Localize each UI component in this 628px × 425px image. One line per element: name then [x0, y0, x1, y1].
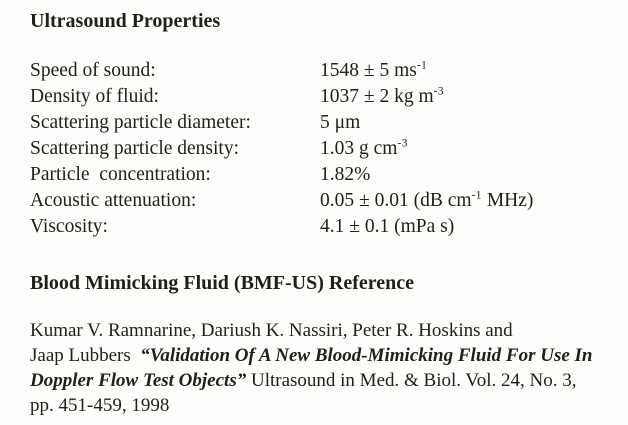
- value-text: 5 μm: [320, 112, 361, 133]
- citation-article-title: “Validation Of A New Blood-Mimicking Flu…: [140, 345, 593, 366]
- property-label: Scattering particle density:: [30, 138, 240, 159]
- citation-line: pp. 451-459, 1998: [30, 393, 610, 418]
- property-value: 1548 ± 5 ms-1: [320, 58, 427, 84]
- table-row: Density of fluid: 1037 ± 2 kg m-3: [30, 84, 610, 110]
- value-text: 1037 ± 2 kg m: [320, 86, 434, 107]
- property-label: Scattering particle diameter:: [30, 112, 251, 133]
- property-value: 1.82%: [320, 162, 370, 188]
- table-row: Viscosity: 4.1 ± 0.1 (mPa s): [30, 214, 610, 240]
- property-label: Density of fluid:: [30, 86, 159, 107]
- properties-table: Speed of sound: 1548 ± 5 ms-1 Density of…: [30, 58, 610, 240]
- table-row: Scattering particle density: 1.03 g cm-3: [30, 136, 610, 162]
- table-row: Scattering particle diameter: 5 μm: [30, 110, 610, 136]
- property-value: 1037 ± 2 kg m-3: [320, 84, 444, 110]
- citation-line: Jaap Lubbers “Validation Of A New Blood-…: [30, 343, 610, 368]
- value-superscript: -3: [397, 137, 408, 150]
- citation-block: Kumar V. Ramnarine, Dariush K. Nassiri, …: [30, 318, 610, 418]
- value-text: 0.05 ± 0.01 (dB cm: [320, 190, 472, 211]
- property-value: 4.1 ± 0.1 (mPa s): [320, 214, 454, 240]
- value-text: 1.03 g cm: [320, 138, 398, 159]
- value-text: 1.82%: [320, 164, 371, 185]
- value-text: 4.1 ± 0.1 (mPa s): [320, 216, 455, 237]
- ultrasound-properties-heading: Ultrasound Properties: [30, 10, 221, 32]
- property-value: 0.05 ± 0.01 (dB cm-1 MHz): [320, 188, 533, 214]
- value-tail: MHz): [481, 190, 534, 211]
- table-row: Particle concentration: 1.82%: [30, 162, 610, 188]
- table-row: Acoustic attenuation: 0.05 ± 0.01 (dB cm…: [30, 188, 610, 214]
- citation-line: Kumar V. Ramnarine, Dariush K. Nassiri, …: [30, 318, 610, 343]
- citation-article-title: Doppler Flow Test Objects”: [30, 370, 247, 391]
- citation-line: Doppler Flow Test Objects” Ultrasound in…: [30, 368, 610, 393]
- value-superscript: -1: [471, 189, 482, 202]
- citation-journal: Ultrasound in Med. & Biol. Vol. 24, No. …: [246, 370, 577, 391]
- property-value: 5 μm: [320, 110, 360, 136]
- citation-author-last: Jaap Lubbers: [30, 345, 141, 366]
- property-label: Particle concentration:: [30, 164, 211, 185]
- value-text: 1548 ± 5 ms: [320, 60, 417, 81]
- property-label: Acoustic attenuation:: [30, 190, 197, 211]
- reference-heading: Blood Mimicking Fluid (BMF-US) Reference: [30, 272, 415, 294]
- table-row: Speed of sound: 1548 ± 5 ms-1: [30, 58, 610, 84]
- value-superscript: -3: [433, 85, 445, 98]
- property-label: Speed of sound:: [30, 60, 156, 81]
- citation-pages-year: pp. 451-459, 1998: [30, 395, 170, 416]
- property-value: 1.03 g cm-3: [320, 136, 408, 162]
- property-label: Viscosity:: [30, 216, 108, 237]
- citation-authors: Kumar V. Ramnarine, Dariush K. Nassiri, …: [30, 320, 513, 341]
- value-superscript: -1: [416, 59, 428, 72]
